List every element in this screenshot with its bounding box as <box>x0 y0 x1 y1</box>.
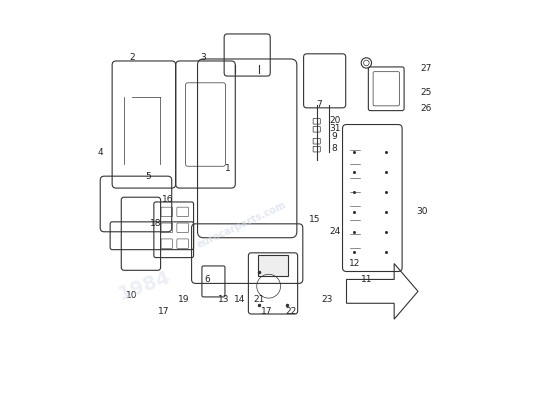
Text: 19: 19 <box>178 295 189 304</box>
Text: 7: 7 <box>316 100 322 109</box>
Text: 30: 30 <box>416 208 428 216</box>
Text: 25: 25 <box>420 88 432 97</box>
Text: eurocarparts.com: eurocarparts.com <box>196 200 288 250</box>
Text: 13: 13 <box>218 295 229 304</box>
Text: 3: 3 <box>201 52 206 62</box>
Text: 15: 15 <box>309 215 321 224</box>
Text: 1984: 1984 <box>116 267 174 303</box>
Text: 2: 2 <box>129 52 135 62</box>
Text: 8: 8 <box>332 144 338 153</box>
Text: 17: 17 <box>158 307 169 316</box>
Text: 16: 16 <box>162 196 173 204</box>
Text: 12: 12 <box>349 259 360 268</box>
Text: 21: 21 <box>254 295 265 304</box>
Text: 26: 26 <box>420 104 432 113</box>
Text: 1: 1 <box>224 164 230 173</box>
Text: 22: 22 <box>285 307 296 316</box>
Text: 20: 20 <box>329 116 340 125</box>
Text: 5: 5 <box>145 172 151 181</box>
Text: 24: 24 <box>329 227 340 236</box>
Text: 4: 4 <box>97 148 103 157</box>
Text: 27: 27 <box>420 64 432 74</box>
Text: 11: 11 <box>361 275 372 284</box>
Text: 14: 14 <box>234 295 245 304</box>
Text: 31: 31 <box>329 124 340 133</box>
FancyBboxPatch shape <box>258 255 288 276</box>
Text: 6: 6 <box>205 275 210 284</box>
Text: 17: 17 <box>261 307 273 316</box>
Text: 10: 10 <box>126 291 138 300</box>
Text: 23: 23 <box>321 295 332 304</box>
Text: 18: 18 <box>150 219 162 228</box>
Text: 9: 9 <box>332 132 338 141</box>
